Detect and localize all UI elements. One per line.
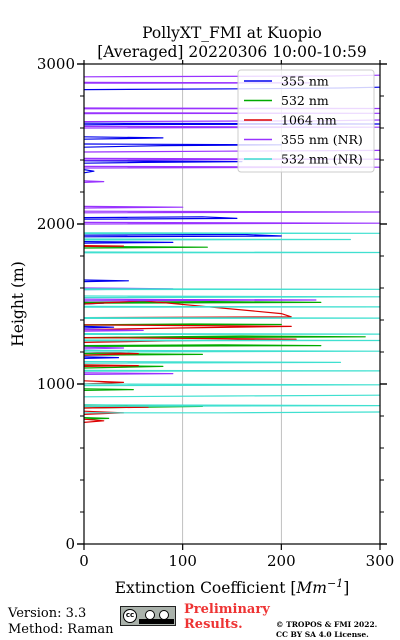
- copyright-line2: CC BY SA 4.0 License.: [276, 630, 369, 639]
- series-line: [83, 325, 115, 329]
- x-axis-label-text: Extinction Coefficient [: [115, 579, 297, 597]
- series-line: [83, 418, 105, 423]
- series-line: [83, 356, 120, 359]
- series-4: [83, 232, 381, 414]
- series-line: [83, 346, 125, 350]
- series-line: [84, 411, 381, 414]
- chart-title-line2: [Averaged] 20220306 10:00-10:59: [97, 43, 367, 61]
- y-tick-label: 2000: [37, 215, 75, 233]
- series-line: [83, 238, 351, 241]
- x-axis-label-unit: Mm: [295, 579, 327, 597]
- copyright-notice: © TROPOS & FMI 2022. CC BY SA 4.0 Licens…: [276, 620, 377, 640]
- series-line: [83, 136, 164, 140]
- cc-by-sa-icon: cc: [120, 606, 176, 626]
- method-text: Method: Raman: [8, 622, 114, 637]
- series-line: [83, 324, 292, 331]
- series-line: [83, 329, 144, 332]
- legend: 355 nm 532 nm 1064 nm 355 nm (NR) 532 nm (NR…: [237, 69, 375, 173]
- y-tick-label: 1000: [37, 375, 75, 393]
- preliminary-line2: Results.: [184, 617, 243, 632]
- badge-strip: [139, 619, 174, 624]
- y-tick-label: 0: [65, 535, 75, 553]
- legend-label: 532 nm (NR): [281, 152, 363, 167]
- series-line: [83, 372, 174, 375]
- series-line: [83, 288, 381, 291]
- series-line: [83, 245, 208, 249]
- legend-label: 532 nm: [281, 93, 329, 108]
- series-line: [83, 369, 381, 372]
- series-line: [83, 349, 381, 353]
- series-line: [83, 298, 317, 302]
- extinction-chart: PollyXT_FMI at Kuopio [Averaged] 2022030…: [9, 24, 395, 597]
- series-line: [83, 221, 381, 225]
- x-axis-label-close: ]: [343, 579, 349, 597]
- series-line: [83, 339, 381, 342]
- x-tick-label: 100: [168, 552, 197, 570]
- series-line: [83, 388, 134, 391]
- legend-label: 1064 nm: [281, 113, 337, 128]
- series-line: [83, 241, 174, 244]
- series-line: [83, 169, 95, 174]
- version-text: Version: 3.3: [8, 606, 87, 621]
- y-tick-label: 3000: [37, 55, 75, 73]
- series-layer: [83, 74, 381, 423]
- series-line: [83, 160, 243, 164]
- x-tick-label: 0: [79, 552, 89, 570]
- series-line: [83, 295, 381, 299]
- series-line: [83, 335, 366, 339]
- series-line: [83, 210, 381, 214]
- legend-label: 355 nm (NR): [281, 132, 363, 147]
- series-line: [83, 216, 238, 220]
- legend-box: [237, 69, 375, 173]
- series-line: [83, 251, 381, 254]
- x-tick-label: 200: [267, 552, 296, 570]
- x-axis-label-exponent: −1: [327, 577, 343, 590]
- series-line: [83, 233, 282, 238]
- series-line: [83, 394, 381, 398]
- series-line: [83, 317, 381, 319]
- series-line: [83, 245, 125, 247]
- plot-frame: [83, 63, 381, 545]
- series-line: [83, 301, 322, 304]
- series-line: [83, 361, 342, 364]
- series-line: [83, 383, 381, 387]
- legend-label: 355 nm: [281, 74, 329, 89]
- series-1: [83, 245, 366, 420]
- series-line: [83, 205, 184, 209]
- copyright-line1: © TROPOS & FMI 2022.: [276, 620, 378, 629]
- series-line: [83, 344, 322, 347]
- series-line: [83, 180, 105, 183]
- cc-symbol: cc: [123, 609, 137, 623]
- series-line: [83, 279, 129, 283]
- x-tick-label: 300: [366, 552, 395, 570]
- preliminary-line1: Preliminary: [184, 602, 270, 617]
- series-line: [83, 417, 110, 420]
- series-line: [83, 305, 381, 308]
- series-line: [83, 323, 282, 326]
- series-line: [83, 143, 282, 148]
- preliminary-notice: Preliminary Results.: [184, 602, 270, 632]
- x-axis-label: Extinction Coefficient [Mm−1]: [115, 577, 350, 597]
- series-line: [83, 364, 139, 367]
- series-line: [83, 300, 292, 319]
- series-line: [83, 333, 381, 335]
- y-axis-label: Height (m): [9, 261, 27, 347]
- chart-title-line1: PollyXT_FMI at Kuopio: [142, 24, 322, 42]
- series-line: [83, 232, 381, 235]
